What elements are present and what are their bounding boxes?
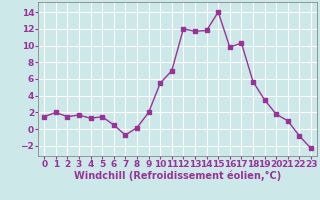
X-axis label: Windchill (Refroidissement éolien,°C): Windchill (Refroidissement éolien,°C) xyxy=(74,171,281,181)
